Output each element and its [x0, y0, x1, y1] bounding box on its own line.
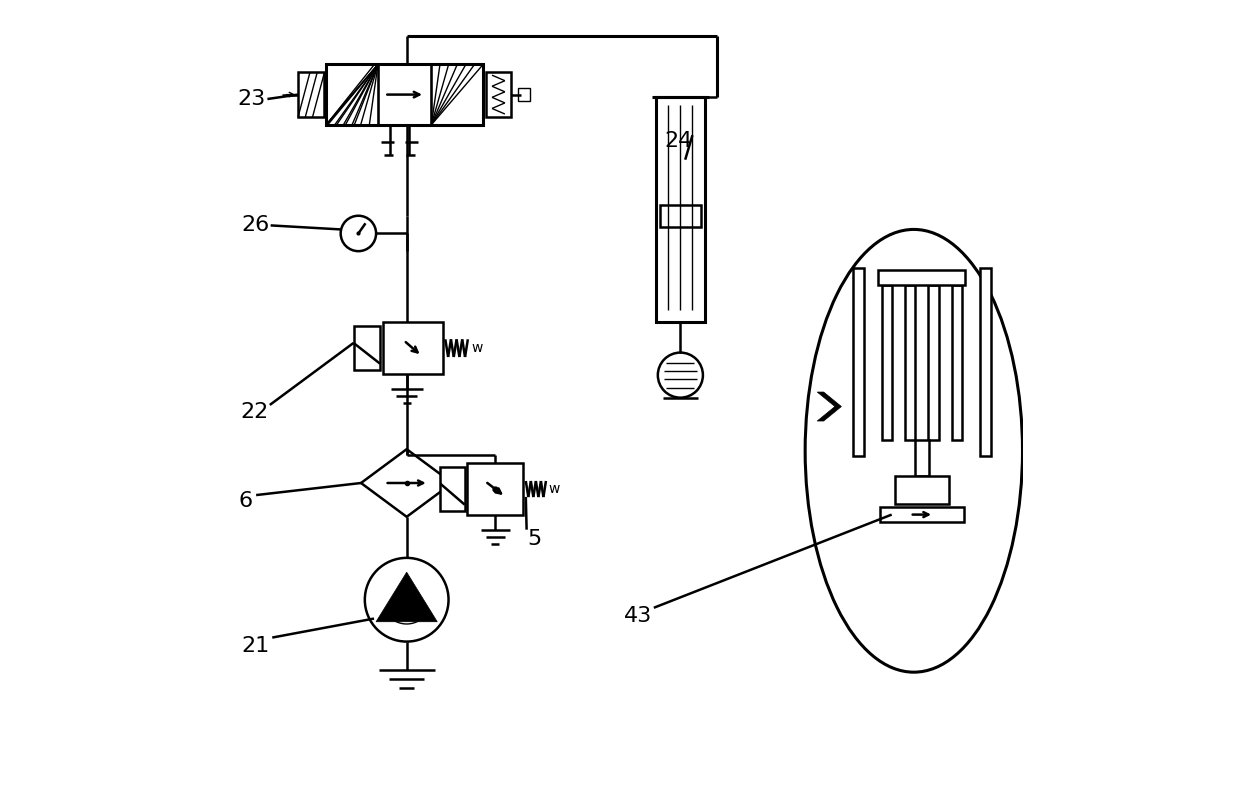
Bar: [440, 467, 465, 511]
Bar: [518, 89, 529, 101]
Text: w: w: [471, 341, 482, 355]
Polygon shape: [817, 392, 842, 421]
Text: 22: 22: [241, 402, 268, 422]
Text: 24: 24: [665, 131, 692, 151]
Bar: [486, 72, 511, 118]
Bar: [882, 285, 892, 440]
Text: 26: 26: [242, 216, 270, 235]
Bar: [894, 476, 950, 504]
Bar: [951, 285, 962, 440]
Text: 5: 5: [527, 530, 542, 549]
Text: 21: 21: [242, 636, 270, 655]
Bar: [467, 463, 523, 515]
Bar: [382, 322, 443, 374]
Bar: [853, 268, 864, 456]
Bar: [656, 97, 704, 322]
Text: w: w: [548, 482, 559, 496]
Polygon shape: [376, 572, 438, 621]
Bar: [905, 285, 915, 440]
Bar: [915, 440, 929, 476]
Bar: [326, 64, 484, 125]
Bar: [353, 326, 381, 370]
Bar: [879, 507, 965, 522]
Text: 43: 43: [624, 606, 652, 625]
Bar: [929, 285, 939, 440]
Bar: [980, 268, 991, 456]
Text: 23: 23: [238, 89, 265, 109]
Bar: [298, 72, 324, 118]
Bar: [660, 204, 701, 227]
Text: 6: 6: [238, 491, 253, 510]
Bar: [878, 270, 966, 285]
